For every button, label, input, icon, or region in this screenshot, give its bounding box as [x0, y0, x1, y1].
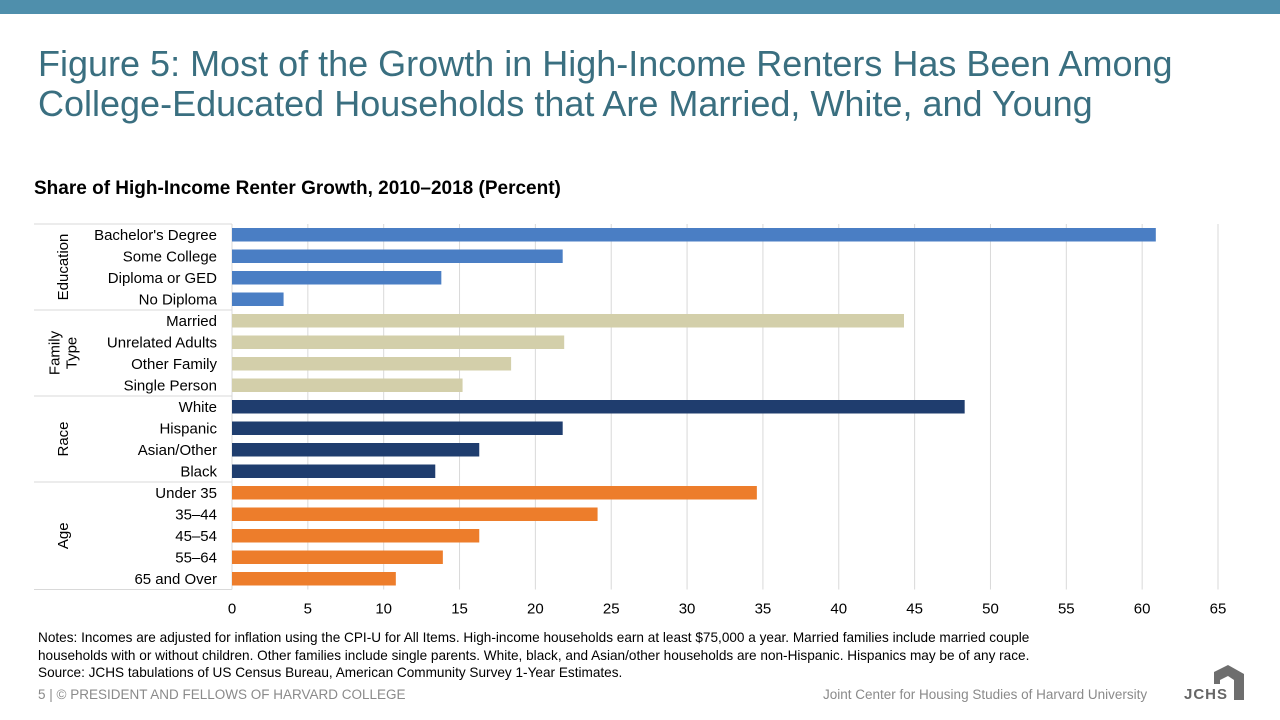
x-tick-label: 40	[830, 601, 847, 618]
bar	[232, 335, 565, 349]
notes-line-2: households with or without children. Oth…	[38, 647, 1030, 663]
x-tick-label: 50	[982, 601, 999, 618]
group-label: Age	[55, 522, 72, 549]
footer-organization: Joint Center for Housing Studies of Harv…	[823, 687, 1148, 702]
bar	[232, 550, 443, 564]
chart-notes: Notes: Incomes are adjusted for inflatio…	[38, 629, 1218, 682]
x-tick-label: 0	[228, 601, 236, 618]
category-label: 45–54	[175, 528, 217, 545]
bar	[232, 249, 563, 263]
slide-title: Figure 5: Most of the Growth in High-Inc…	[38, 44, 1258, 124]
bar	[232, 486, 757, 500]
bar	[232, 400, 965, 414]
category-label: Bachelor's Degree	[94, 227, 217, 244]
chart-title: Share of High-Income Renter Growth, 2010…	[34, 178, 561, 199]
bar	[232, 378, 463, 392]
bar	[232, 421, 563, 435]
x-tick-label: 35	[755, 601, 772, 618]
x-tick-label: 30	[679, 601, 696, 618]
slide-title-line-1: Figure 5: Most of the Growth in High-Inc…	[38, 43, 1173, 84]
category-label: Hispanic	[159, 420, 217, 437]
category-label: Under 35	[155, 485, 217, 502]
category-label: Unrelated Adults	[107, 334, 217, 351]
x-tick-label: 5	[304, 601, 312, 618]
x-tick-label: 25	[603, 601, 620, 618]
bar	[232, 507, 598, 521]
bar	[232, 314, 904, 328]
footer-copyright: 5 | © PRESIDENT AND FELLOWS OF HARVARD C…	[38, 687, 406, 702]
house-icon	[1214, 665, 1244, 700]
category-label: White	[179, 399, 217, 416]
category-label: Other Family	[131, 356, 217, 373]
bar	[232, 357, 512, 371]
group-label: Race	[55, 421, 72, 456]
bar	[232, 228, 1156, 242]
category-label: Single Person	[124, 377, 217, 394]
logo-text: JCHS	[1184, 686, 1229, 703]
bar	[232, 572, 396, 586]
category-label: 55–64	[175, 549, 217, 566]
x-tick-label: 15	[451, 601, 468, 618]
bar	[232, 464, 436, 478]
bar	[232, 443, 480, 457]
category-label: Diploma or GED	[108, 270, 217, 287]
category-label: 35–44	[175, 506, 217, 523]
category-label: 65 and Over	[134, 571, 217, 588]
category-label: Some College	[123, 248, 217, 265]
x-tick-label: 55	[1058, 601, 1075, 618]
x-tick-label: 45	[906, 601, 923, 618]
x-tick-label: 20	[527, 601, 544, 618]
notes-line-1: Notes: Incomes are adjusted for inflatio…	[38, 630, 1030, 645]
jchs-logo: JCHS	[1184, 664, 1248, 704]
x-tick-label: 60	[1134, 601, 1151, 618]
group-label: Education	[55, 234, 72, 301]
top-accent-bar	[0, 0, 1280, 14]
bar	[232, 529, 480, 543]
source-line: Source: JCHS tabulations of US Census Bu…	[38, 665, 623, 680]
x-tick-label: 10	[375, 601, 392, 618]
group-label: FamilyType	[47, 330, 81, 375]
category-label: No Diploma	[139, 291, 218, 308]
x-tick-label: 65	[1210, 601, 1227, 618]
category-label: Married	[166, 313, 217, 330]
bar	[232, 292, 284, 306]
category-label: Asian/Other	[138, 442, 217, 459]
slide-title-line-2: College-Educated Households that Are Mar…	[38, 83, 1093, 124]
category-label: Black	[180, 463, 217, 480]
bar	[232, 271, 442, 285]
